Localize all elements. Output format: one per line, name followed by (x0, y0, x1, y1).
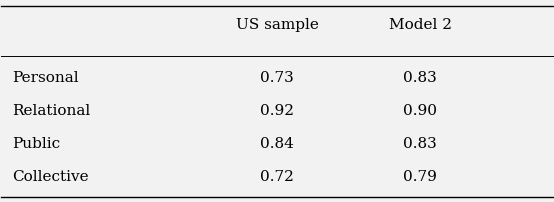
Text: 0.92: 0.92 (260, 103, 294, 117)
Text: 0.72: 0.72 (260, 169, 294, 183)
Text: US sample: US sample (235, 18, 319, 32)
Text: Collective: Collective (12, 169, 89, 183)
Text: Relational: Relational (12, 103, 91, 117)
Text: Model 2: Model 2 (389, 18, 452, 32)
Text: 0.84: 0.84 (260, 136, 294, 150)
Text: Public: Public (12, 136, 60, 150)
Text: 0.83: 0.83 (403, 71, 437, 85)
Text: 0.83: 0.83 (403, 136, 437, 150)
Text: Personal: Personal (12, 71, 79, 85)
Text: 0.73: 0.73 (260, 71, 294, 85)
Text: 0.79: 0.79 (403, 169, 437, 183)
Text: 0.90: 0.90 (403, 103, 437, 117)
